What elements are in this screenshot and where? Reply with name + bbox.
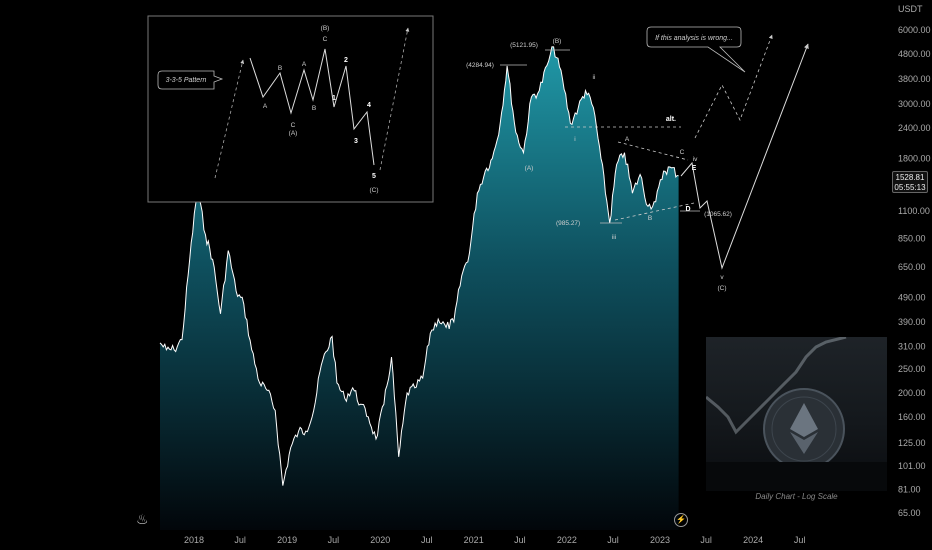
svg-text:A: A [263,103,268,110]
svg-text:(1065.62): (1065.62) [704,211,732,218]
ethereum-coin-icon [706,337,887,491]
svg-text:alt.: alt. [666,116,676,123]
svg-text:(5121.95): (5121.95) [510,42,538,49]
svg-text:(985.27): (985.27) [556,220,580,227]
svg-text:C: C [323,36,328,43]
pattern-inset: 3-3-5 Pattern B A C (A) A B C (B) 1 2 3 … [147,15,434,203]
svg-text:(4284.94): (4284.94) [466,62,494,69]
y-tick-label: 850.00 [898,234,926,244]
svg-text:1: 1 [332,95,336,102]
svg-text:i: i [574,136,575,143]
x-tick-label: Jul [421,535,433,545]
svg-text:A: A [302,61,307,68]
projection-path [680,43,809,270]
svg-text:A: A [625,136,630,143]
x-axis: 2018 Jul 2019 Jul 2020 Jul 2021 Jul 2022 Jul 2023 J… [184,535,805,545]
x-tick-label: Jul [328,535,340,545]
note-text: If this analysis is wrong... [655,35,733,42]
svg-text:(B): (B) [321,25,330,32]
x-tick-label: 2022 [557,535,577,545]
x-tick-label: 2018 [184,535,204,545]
svg-text:4: 4 [367,102,371,109]
y-tick-label: 6000.00 [898,25,931,35]
price-area [159,46,679,531]
price-area-fill [160,46,679,531]
ethereum-thumbnail [706,337,887,491]
svg-text:iii: iii [612,234,616,241]
svg-text:B: B [278,65,282,72]
y-tick-label: 101.00 [898,461,926,471]
y-tick-label: 3800.00 [898,74,931,84]
y-tick-label: 3000.00 [898,99,931,109]
tradingview-logo-icon: ♨ [136,511,149,527]
svg-text:5: 5 [372,173,376,180]
last-price-badge: 1528.81 05:55:13 [892,171,928,193]
svg-text:B: B [648,215,652,222]
svg-text:(B): (B) [553,38,562,45]
svg-text:(A): (A) [525,165,534,172]
svg-text:v: v [720,274,724,281]
last-price: 1528.81 [895,173,925,182]
svg-text:3: 3 [354,138,358,145]
y-tick-label: 4800.00 [898,49,931,59]
svg-text:B: B [312,105,316,112]
note-callout: If this analysis is wrong... [646,26,746,73]
alt-projection-path [694,34,773,139]
price-line [159,46,679,486]
pattern-title: 3-3-5 Pattern [166,77,207,84]
x-tick-label: Jul [607,535,619,545]
lightning-icon[interactable]: ⚡ [674,513,688,527]
x-tick-label: Jul [514,535,526,545]
y-tick-label: 650.00 [898,262,926,272]
pattern-callout: 3-3-5 Pattern [157,70,224,90]
unit-label: USDT [898,4,923,14]
svg-text:E: E [692,165,697,172]
svg-text:(A): (A) [289,130,298,137]
y-tick-label: 490.00 [898,292,926,302]
x-tick-label: Jul [700,535,712,545]
x-tick-label: 2024 [743,535,763,545]
y-tick-label: 1800.00 [898,154,931,164]
y-tick-label: 200.00 [898,388,926,398]
y-tick-label: 390.00 [898,317,926,327]
svg-text:(C): (C) [717,285,726,292]
y-tick-label: 1100.00 [898,206,930,216]
x-tick-label: 2020 [370,535,390,545]
y-tick-label: 310.00 [898,341,926,351]
inset-wave-line [249,48,375,166]
y-tick-label: 2400.00 [898,123,931,133]
svg-text:2: 2 [344,57,348,64]
x-tick-label: Jul [794,535,806,545]
thumbnail-caption: Daily Chart - Log Scale [755,492,838,501]
svg-text:ii: ii [593,74,596,81]
svg-text:iv: iv [693,156,698,163]
y-tick-label: 160.00 [898,412,926,422]
y-tick-label: 81.00 [898,485,921,495]
svg-text:C: C [291,122,296,129]
y-tick-label: 65.00 [898,508,921,518]
x-tick-label: 2021 [464,535,484,545]
x-tick-label: 2023 [650,535,670,545]
y-tick-label: 250.00 [898,364,926,374]
y-axis: 6000.00 4800.00 3800.00 3000.00 2400.00 1800.… [898,25,931,518]
x-tick-label: 2019 [277,535,297,545]
svg-text:C: C [680,149,685,156]
countdown: 05:55:13 [894,183,926,192]
wave-annotations: (4284.94) (5121.95) (B) (A) ii i alt. (9… [466,26,809,292]
x-tick-label: Jul [234,535,246,545]
svg-text:(C): (C) [369,187,378,194]
y-tick-label: 125.00 [898,438,926,448]
svg-text:D: D [685,206,690,213]
